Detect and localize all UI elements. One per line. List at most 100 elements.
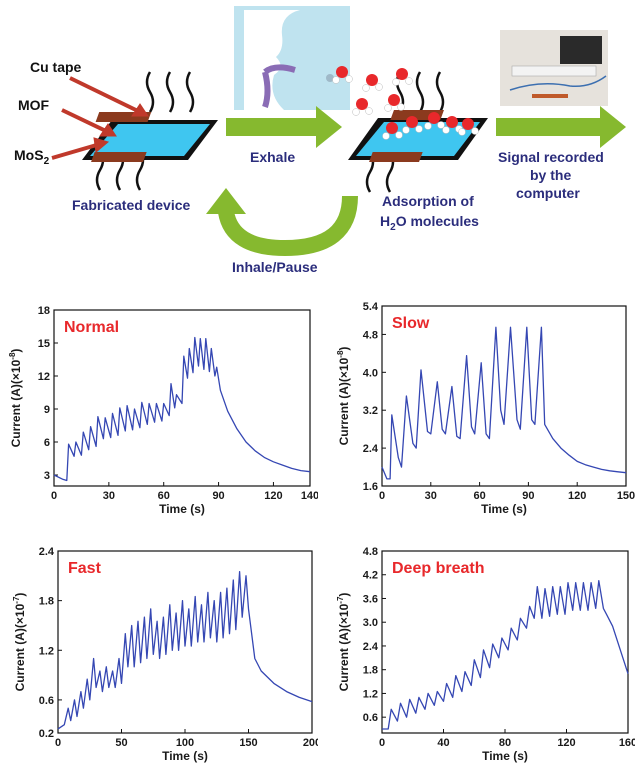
y-axis-title-exponent: -8 <box>336 350 345 358</box>
y-tick-label: 3.2 <box>363 405 378 417</box>
x-tick-label: 200 <box>303 737 318 749</box>
y-tick-label: 4.8 <box>363 329 378 341</box>
x-tick-label: 0 <box>379 490 385 502</box>
y-tick-label: 5.4 <box>363 301 379 313</box>
y-tick-label: 3.6 <box>363 593 378 605</box>
x-tick-label: 90 <box>522 490 534 502</box>
y-axis-title-end: ) <box>337 347 351 351</box>
x-tick-label: 120 <box>557 737 575 749</box>
signal-label-line3: computer <box>516 185 580 201</box>
computer-setup-image <box>500 30 608 106</box>
y-axis-title-main: Current (A)(×10 <box>9 359 23 447</box>
y-axis-title-exponent: -7 <box>12 596 21 604</box>
y-tick-label: 4.8 <box>363 546 378 558</box>
x-tick-label: 0 <box>51 490 57 502</box>
signal-arrow <box>496 106 626 148</box>
chart-fast: 0 50 100 150 200 0.2 0.6 1.2 1.8 2.4 Time (s) Curre… <box>12 546 318 763</box>
panel-label-normal: Normal <box>64 319 119 336</box>
adsorption-device <box>332 66 488 193</box>
y-tick-label: 3 <box>44 470 50 482</box>
exhale-arrow <box>226 106 342 148</box>
x-tick-label: 120 <box>568 490 586 502</box>
x-tick-label: 60 <box>473 490 485 502</box>
y-axis-title: Current (A)(×10-7) <box>336 593 351 692</box>
chart-normal: 0 30 60 90 120 140 3 6 9 12 15 18 Time (s) Current (A… <box>8 305 318 516</box>
x-tick-label: 160 <box>619 737 635 749</box>
y-tick-label: 4.2 <box>363 570 378 582</box>
x-tick-label: 80 <box>499 737 511 749</box>
mos2-label: MoS2 <box>14 147 50 167</box>
cu-tape-label: Cu tape <box>30 59 82 75</box>
signal-label-line2: by the <box>530 167 571 183</box>
x-tick-label: 30 <box>425 490 437 502</box>
y-tick-label: 3.0 <box>363 617 378 629</box>
fabricated-device-label: Fabricated device <box>72 197 190 213</box>
y-tick-label: 2.4 <box>363 443 379 455</box>
y-tick-label: 0.6 <box>363 712 378 724</box>
y-axis-title-main: Current (A)(×10 <box>337 357 351 445</box>
y-axis-title: Current (A)(×10-8) <box>8 349 23 448</box>
mof-label: MOF <box>18 97 50 113</box>
y-tick-label: 0.6 <box>39 695 54 707</box>
x-tick-label: 120 <box>264 490 282 502</box>
panel-label-slow: Slow <box>392 315 430 332</box>
y-axis-title-end: ) <box>9 349 23 353</box>
adsorption-label-line2: H2O molecules <box>380 213 479 233</box>
pointer-arrows <box>51 76 149 160</box>
y-tick-label: 1.8 <box>39 596 54 608</box>
y-axis-title: Current (A)(×10-7) <box>12 593 27 692</box>
x-axis-title: Time (s) <box>481 502 527 516</box>
x-tick-label: 60 <box>158 490 170 502</box>
y-tick-label: 1.8 <box>363 665 378 677</box>
x-tick-label: 140 <box>301 490 318 502</box>
inhale-curved-arrow <box>206 188 358 257</box>
inhale-pause-label: Inhale/Pause <box>232 259 318 275</box>
series-line-slow <box>381 326 627 480</box>
y-tick-label: 1.6 <box>363 481 378 493</box>
y-axis-title-main: Current (A)(×10 <box>337 603 351 691</box>
series-line-deep-breath <box>382 580 629 730</box>
chart-slow: 0 30 60 90 120 150 1.6 2.4 3.2 4.0 4.8 5.4 Time (s) C… <box>336 301 635 516</box>
signal-label-line1: Signal recorded <box>498 149 604 165</box>
x-tick-label: 90 <box>212 490 224 502</box>
y-axis-title-main: Current (A)(×10 <box>13 603 27 691</box>
series-line-fast <box>57 571 313 730</box>
y-tick-label: 1.2 <box>363 688 378 700</box>
panel-label-fast: Fast <box>68 560 102 577</box>
x-tick-label: 0 <box>379 737 385 749</box>
y-tick-label: 2.4 <box>39 546 55 558</box>
adsorption-label-line1: Adsorption of <box>382 193 474 209</box>
x-axis-title: Time (s) <box>482 749 528 763</box>
y-tick-label: 15 <box>38 338 50 350</box>
y-axis-title-end: ) <box>13 593 27 597</box>
plot-frame <box>381 305 627 487</box>
y-tick-label: 1.2 <box>39 645 54 657</box>
y-tick-label: 9 <box>44 404 50 416</box>
y-tick-label: 18 <box>38 305 50 317</box>
y-axis-title-end: ) <box>337 593 351 597</box>
x-axis-title: Time (s) <box>162 749 208 763</box>
series-line-normal <box>53 336 311 482</box>
y-tick-label: 0.2 <box>39 728 54 740</box>
x-tick-label: 50 <box>115 737 127 749</box>
chart-deep-breath: 0 40 80 120 160 0.6 1.2 1.8 2.4 3.0 3.6 4.2 4.8 Time … <box>336 546 635 763</box>
y-tick-label: 4.0 <box>363 367 378 379</box>
x-tick-label: 150 <box>617 490 635 502</box>
y-tick-label: 2.4 <box>363 641 379 653</box>
plot-frame <box>381 550 629 734</box>
x-tick-label: 40 <box>437 737 449 749</box>
y-tick-label: 6 <box>44 437 50 449</box>
x-tick-label: 100 <box>176 737 194 749</box>
x-tick-label: 150 <box>239 737 257 749</box>
y-axis-title: Current (A)(×10-8) <box>336 347 351 446</box>
schematic-diagram: Cu tape MOF MoS2 Fabricated device Exhal… <box>14 6 626 275</box>
panel-label-deep-breath: Deep breath <box>392 560 484 577</box>
plot-frame <box>53 309 311 487</box>
y-axis-title-exponent: -7 <box>336 596 345 604</box>
x-tick-label: 0 <box>55 737 61 749</box>
person-exhaling-image <box>234 6 350 110</box>
x-tick-label: 30 <box>103 490 115 502</box>
y-tick-label: 12 <box>38 371 50 383</box>
exhale-label: Exhale <box>250 149 295 165</box>
x-axis-title: Time (s) <box>159 502 205 516</box>
